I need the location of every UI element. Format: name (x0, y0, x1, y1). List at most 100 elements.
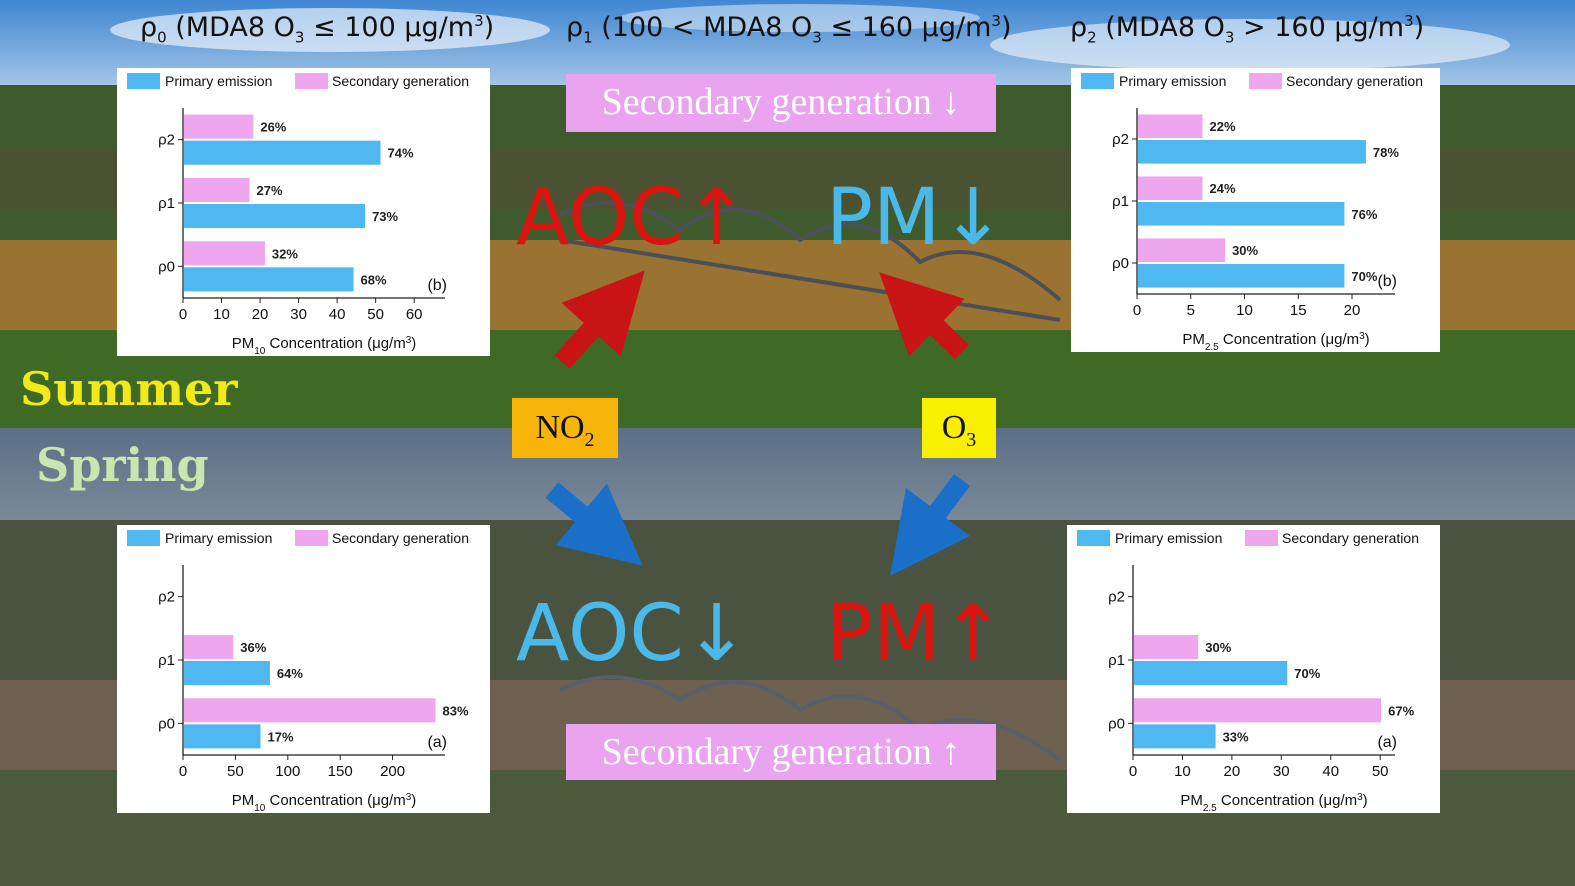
x-axis-label-part: 3 (1357, 792, 1363, 803)
x-axis-label-part: 3 (406, 335, 412, 346)
legend-label-secondary: Secondary generation (332, 73, 469, 89)
y-tick-label: ρ0 (158, 715, 175, 732)
season-label-summer: Summer (20, 362, 238, 416)
x-tick-label: 20 (1224, 763, 1241, 780)
data-label-primary: 78% (1373, 145, 1399, 160)
data-label-primary: 70% (1351, 269, 1377, 284)
data-label-primary: 76% (1351, 207, 1377, 222)
panel-tag: (b) (1377, 273, 1397, 290)
data-label-primary: 64% (277, 666, 303, 681)
x-tick-label: 40 (329, 306, 346, 323)
legend-label-secondary: Secondary generation (332, 530, 469, 546)
legend-swatch-primary (1077, 530, 1110, 546)
summer-aoc-text: AOC (516, 173, 684, 263)
x-axis-label-part: Concentration (μg/m (265, 335, 405, 352)
y-tick-label: ρ1 (1112, 193, 1129, 210)
x-tick-label: 150 (328, 763, 353, 780)
bar-primary (184, 661, 270, 686)
legend-swatch-secondary (1245, 530, 1278, 546)
spring-pm-label: PM↑ (826, 594, 1006, 674)
spring-aoc-text: AOC (516, 589, 684, 679)
bar-primary (1134, 724, 1216, 749)
y-tick-label: ρ1 (1108, 652, 1125, 669)
legend-swatch-secondary (295, 73, 328, 89)
data-label-secondary: 30% (1205, 640, 1231, 655)
legend-label-primary: Primary emission (165, 530, 272, 546)
y-tick-label: ρ2 (1112, 131, 1129, 148)
chart-svg-summer-pm10: Primary emission Secondary generation 0 10 2… (127, 73, 469, 357)
bar-secondary (1138, 238, 1226, 262)
x-axis-label: PM10 Concentration (μg/m3) (232, 792, 417, 814)
x-axis-label-part: ) (411, 335, 416, 352)
legend-label-primary: Primary emission (1115, 530, 1222, 546)
x-axis-label-part: Concentration (μg/m (1217, 792, 1357, 809)
x-tick-label: 30 (290, 306, 307, 323)
bar-primary (1138, 264, 1345, 288)
o3-sub: 3 (966, 428, 977, 451)
x-tick-label: 50 (227, 763, 244, 780)
o3-box: O3 (922, 398, 996, 458)
data-label-secondary: 22% (1210, 119, 1236, 134)
header-sup: 3 (474, 12, 484, 30)
y-tick-label: ρ1 (158, 195, 175, 212)
header-rho-symbol: ρ (140, 12, 158, 43)
header-cond: ≤ 160 μg/m (821, 12, 992, 43)
data-label-secondary: 30% (1232, 243, 1258, 258)
x-axis-label-part: ) (1365, 331, 1370, 348)
legend-swatch-primary (127, 73, 160, 89)
x-axis-label-part: 10 (254, 346, 266, 357)
chart-svg-spring-pm25: Primary emission Secondary generation 0 10 2… (1077, 530, 1419, 814)
data-label-primary: 68% (361, 272, 387, 287)
chart-svg-summer-pm25: Primary emission Secondary generation 0 5 10… (1081, 73, 1423, 352)
arrow-up-icon: ↑ (683, 173, 750, 263)
bar-primary (184, 140, 381, 165)
arrow-down-icon: ↓ (683, 589, 750, 679)
bar-secondary (1134, 634, 1199, 659)
bar-secondary (1138, 114, 1203, 138)
legend-swatch-primary (1081, 73, 1114, 89)
chart-summer-pm10: Primary emission Secondary generation 0 10 2… (117, 68, 490, 356)
header-cond: > 160 μg/m (1234, 12, 1405, 43)
legend-label-primary: Primary emission (1119, 73, 1226, 89)
x-axis-label-part: PM (1182, 331, 1205, 348)
header-rho-sub: 2 (1087, 28, 1097, 47)
x-tick-label: 10 (1236, 302, 1253, 319)
x-tick-label: 0 (179, 763, 187, 780)
x-tick-label: 0 (1133, 302, 1141, 319)
x-axis-label-part: PM (232, 335, 255, 352)
data-label-secondary: 67% (1388, 703, 1414, 718)
x-tick-label: 0 (179, 306, 187, 323)
x-tick-label: 10 (1174, 763, 1191, 780)
x-tick-label: 15 (1290, 302, 1307, 319)
spring-aoc-label: AOC↓ (516, 594, 749, 674)
header-o3-sub: 3 (294, 28, 305, 47)
x-axis-label-part: 10 (254, 803, 266, 814)
data-label-secondary: 26% (260, 120, 286, 135)
x-axis-label-part: ) (1363, 792, 1368, 809)
bar-primary (1138, 140, 1366, 164)
legend-swatch-primary (127, 530, 160, 546)
bar-secondary (184, 634, 234, 659)
header-close: ) (1413, 12, 1425, 43)
spring-pm-text: PM (826, 589, 941, 679)
bar-primary (1134, 661, 1288, 686)
x-axis-label: PM2.5 Concentration (μg/m3) (1180, 792, 1367, 814)
header-close: ) (483, 12, 495, 43)
chart-spring-pm10: Primary emission Secondary generation 0 50 1… (117, 525, 490, 813)
legend-swatch-secondary (295, 530, 328, 546)
bar-secondary (1138, 176, 1203, 200)
header-sup: 3 (991, 12, 1001, 30)
summer-aoc-label: AOC↑ (516, 178, 749, 258)
data-label-primary: 73% (372, 209, 398, 224)
x-tick-label: 30 (1273, 763, 1290, 780)
legend-swatch-secondary (1249, 73, 1282, 89)
x-tick-label: 20 (1344, 302, 1361, 319)
bar-secondary (184, 177, 250, 202)
summer-secondary-generation-box: Secondary generation ↓ (566, 74, 996, 132)
chart-svg-spring-pm10: Primary emission Secondary generation 0 50 1… (127, 530, 469, 814)
chart-summer-pm25: Primary emission Secondary generation 0 5 10… (1071, 68, 1440, 352)
x-tick-label: 100 (275, 763, 300, 780)
y-tick-label: ρ0 (158, 258, 175, 275)
x-tick-label: 5 (1187, 302, 1195, 319)
data-label-primary: 70% (1294, 666, 1320, 681)
